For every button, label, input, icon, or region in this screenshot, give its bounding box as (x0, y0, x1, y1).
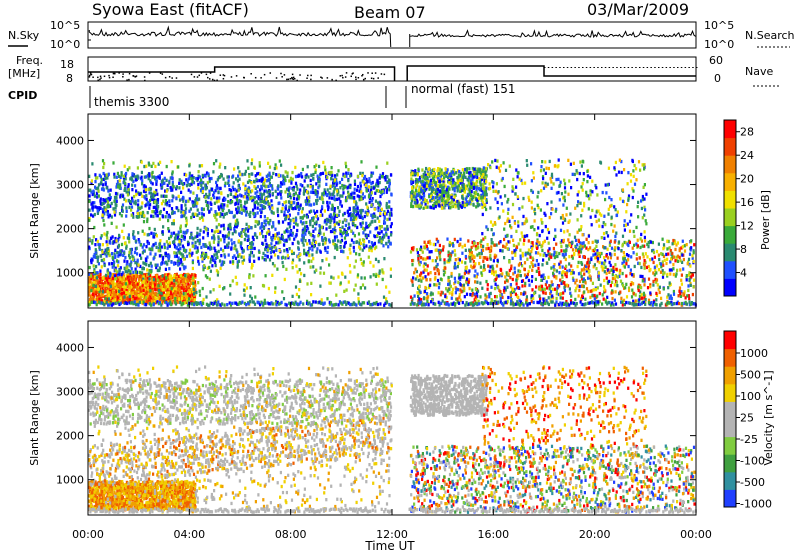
velocity-heatmap (88, 365, 697, 514)
freq-label: Freq. (16, 54, 43, 67)
colorbar-tick-label: 12 (740, 220, 754, 233)
power-ylabel: Slant Range [km] (28, 163, 41, 259)
colorbar-tick-label: 500 (740, 369, 761, 382)
x-tick-label: 20:00 (579, 528, 611, 541)
colorbar-tick-label: 24 (740, 149, 754, 162)
colorbar-swatch (724, 366, 736, 385)
colorbar-swatch (724, 137, 736, 156)
colorbar-swatch (724, 331, 736, 350)
beam-title: Beam 07 (354, 3, 426, 22)
colorbar-swatch (724, 401, 736, 420)
x-tick-label: 04:00 (173, 528, 205, 541)
nsky-label: N.Sky (8, 29, 40, 42)
power-y-ticks: 1000 2000 3000 4000 (56, 134, 696, 280)
cpid-strip: CPID themis 3300 normal (fast) 151 (8, 82, 515, 109)
colorbar-swatch (724, 383, 736, 402)
noise-lo-left: 10^0 (50, 38, 80, 51)
x-tick-label: 00:00 (680, 528, 712, 541)
nsearch-label: N.Search (745, 29, 795, 42)
colorbar-swatch (724, 225, 736, 244)
y-tick-label: 2000 (56, 223, 84, 236)
y-tick-label: 1000 (56, 267, 84, 280)
y-tick-label: 2000 (56, 430, 84, 443)
x-tick-label: 00:00 (72, 528, 104, 541)
nave-label: Nave (745, 65, 773, 78)
cpid-label: CPID (8, 89, 37, 102)
freq-hi: 18 (60, 58, 74, 71)
x-tick-label: 16:00 (477, 528, 509, 541)
y-tick-label: 4000 (56, 134, 84, 147)
frequency-strip: Freq. [MHz] 18 8 60 0 Nave (8, 54, 780, 87)
freq-lo: 8 (66, 72, 73, 85)
velocity-colorbar-label: Velocity [m s^-1] (762, 370, 775, 465)
nave-lo: 0 (714, 72, 721, 85)
noise-hi-left: 10^5 (50, 19, 80, 32)
power-colorbar: 4 8 12 16 20 24 28 (723, 119, 754, 297)
colorbar-swatch (724, 190, 736, 209)
power-heatmap (88, 158, 697, 307)
velocity-panel: 1000 2000 3000 4000 Slant Range [km] 1000 50… (28, 320, 775, 516)
colorbar-swatch (724, 419, 736, 438)
colorbar-tick-label: -25 (740, 433, 758, 446)
freq-unit: [MHz] (8, 67, 40, 80)
station-title: Syowa East (fitACF) (92, 0, 249, 19)
velocity-ylabel: Slant Range [km] (28, 370, 41, 466)
colorbar-tick-label: 8 (740, 243, 747, 256)
y-tick-label: 1000 (56, 474, 84, 487)
colorbar-tick-label: 4 (740, 267, 747, 280)
velocity-y-ticks: 1000 2000 3000 4000 (56, 341, 696, 487)
colorbar-swatch (724, 471, 736, 490)
cpid-segment-1: themis 3300 (94, 95, 169, 109)
noise-lo-right: 10^0 (704, 38, 734, 51)
colorbar-swatch (724, 348, 736, 367)
x-tick-label: 12:00 (376, 528, 408, 541)
colorbar-tick-label: -100 (740, 455, 765, 468)
colorbar-tick-label: 100 (740, 390, 761, 403)
colorbar-tick-label: 1000 (740, 347, 768, 360)
colorbar-swatch (724, 208, 736, 227)
x-tick-label: 08:00 (275, 528, 307, 541)
nave-hi: 60 (709, 54, 723, 67)
colorbar-swatch (724, 243, 736, 262)
cpid-segment-2: normal (fast) 151 (411, 82, 515, 96)
colorbar-tick-label: 20 (740, 173, 754, 186)
x-axis-label: Time UT (364, 539, 415, 553)
y-tick-label: 3000 (56, 386, 84, 399)
colorbar-swatch (724, 120, 736, 139)
velocity-colorbar: 1000 500 100 25 -25 -100 -500 -1000 (723, 330, 772, 511)
colorbar-swatch (724, 489, 736, 508)
noise-hi-right: 10^5 (704, 19, 734, 32)
colorbar-swatch (724, 278, 736, 297)
nave-dots (88, 67, 698, 82)
colorbar-tick-label: 25 (740, 412, 754, 425)
colorbar-tick-label: 28 (740, 126, 754, 139)
y-tick-label: 4000 (56, 341, 84, 354)
colorbar-tick-label: -500 (740, 476, 765, 489)
colorbar-swatch (724, 454, 736, 473)
colorbar-swatch (724, 155, 736, 174)
date-title: 03/Mar/2009 (587, 0, 689, 19)
colorbar-swatch (724, 172, 736, 191)
colorbar-tick-label: -1000 (740, 498, 772, 511)
power-colorbar-label: Power [dB] (759, 190, 772, 250)
y-tick-label: 3000 (56, 179, 84, 192)
power-panel: 1000 2000 3000 4000 Slant Range [km] 4 8 12 16… (28, 113, 772, 309)
frequency-trace (88, 65, 696, 81)
noise-trace (88, 25, 696, 48)
colorbar-swatch (724, 436, 736, 455)
colorbar-swatch (724, 260, 736, 279)
x-axis-ticks: 00:00 04:00 08:00 12:00 16:00 20:00 00:00 (72, 114, 712, 541)
colorbar-tick-label: 16 (740, 196, 754, 209)
noise-strip: N.Sky 10^5 10^0 10^5 10^0 N.Search (8, 19, 795, 51)
